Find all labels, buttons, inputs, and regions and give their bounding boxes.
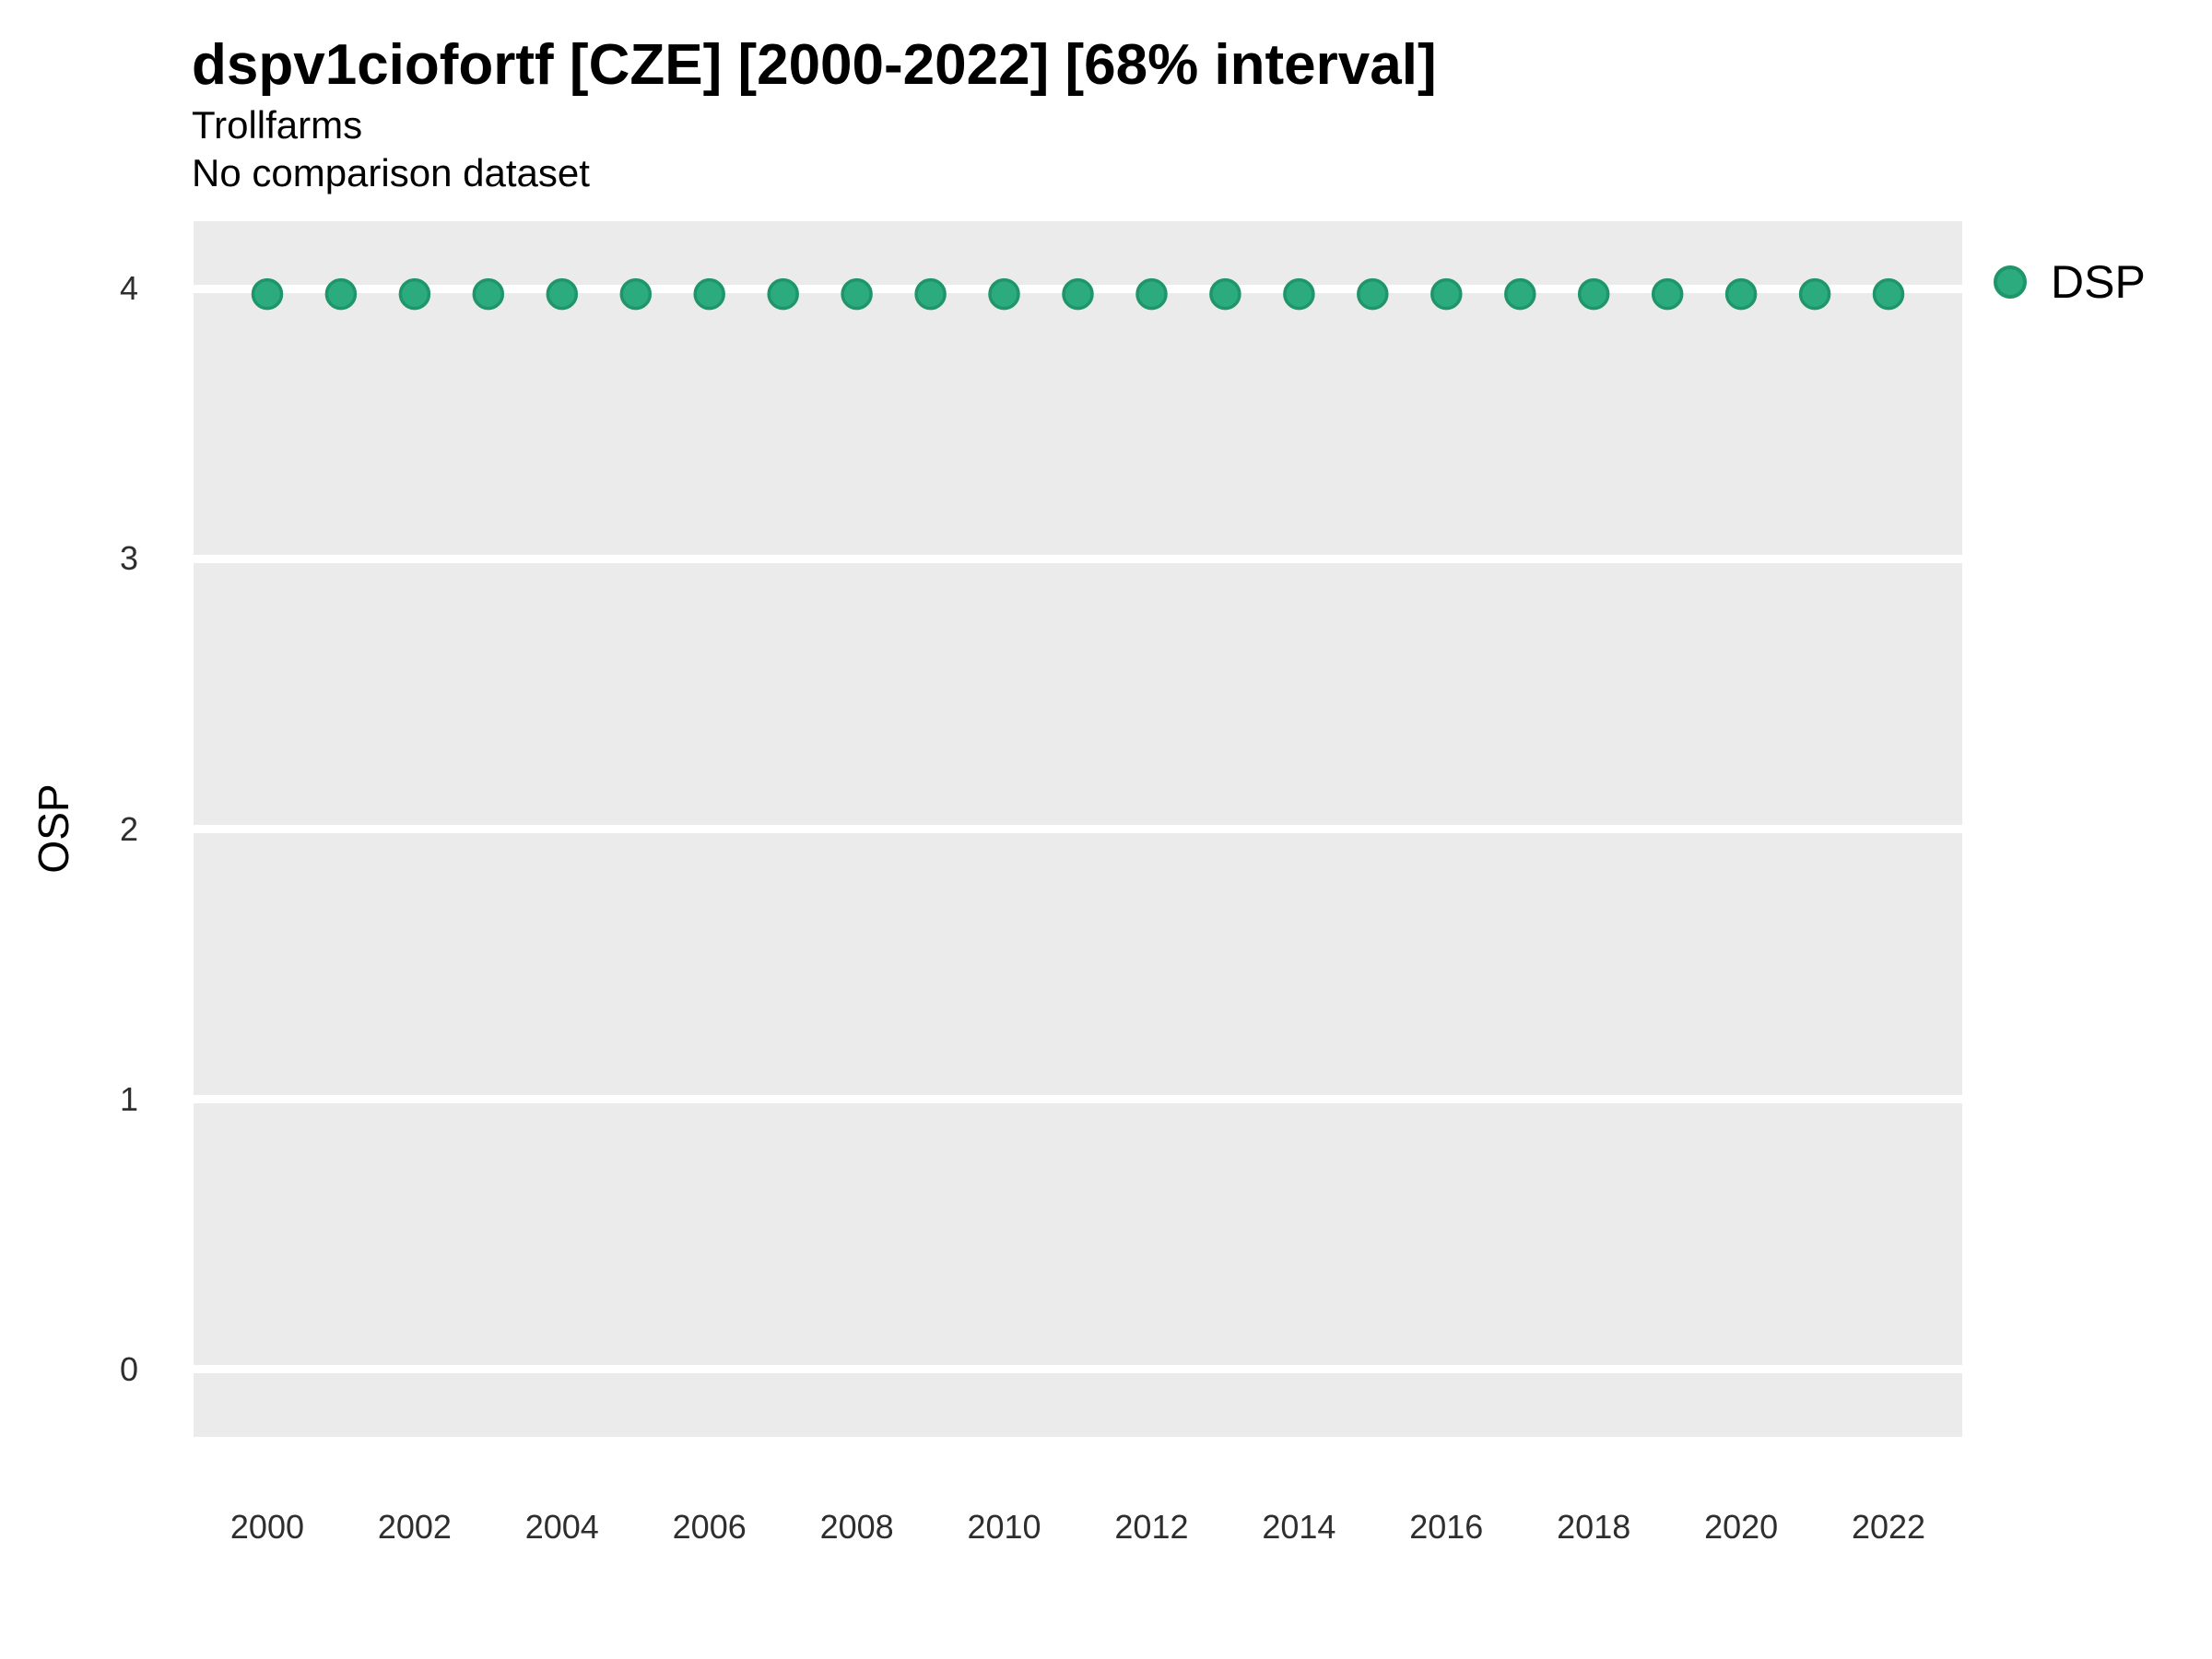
- legend-label: DSP: [2051, 256, 2146, 308]
- scatter-points-layer: [251, 277, 1905, 311]
- legend-item-dsp: DSP: [1994, 259, 2146, 305]
- legend: DSP: [1994, 259, 2146, 305]
- x-tick-label-2004: 2004: [524, 1508, 599, 1546]
- chart-comparison-note: No comparison dataset: [192, 151, 590, 194]
- data-point-DSP-2014: [1283, 277, 1315, 311]
- chart-subtitle: Trollfarms: [192, 103, 363, 147]
- data-point-DSP-2010: [988, 277, 1020, 311]
- data-point-DSP-2009: [914, 277, 947, 311]
- data-point-DSP-2008: [841, 277, 873, 311]
- data-point-DSP-2002: [398, 277, 431, 311]
- x-tick-label-2022: 2022: [1851, 1508, 1926, 1546]
- x-tick-label-2002: 2002: [377, 1508, 452, 1546]
- x-tick-label-2010: 2010: [967, 1508, 1041, 1546]
- data-point-DSP-2005: [619, 277, 653, 311]
- gridline-y-2: [194, 825, 1962, 833]
- gridline-y-0: [194, 1365, 1962, 1374]
- x-tick-label-2006: 2006: [672, 1508, 747, 1546]
- gridline-y-1: [194, 1095, 1962, 1104]
- x-tick-label-2008: 2008: [819, 1508, 894, 1546]
- data-point-DSP-2016: [1430, 277, 1463, 311]
- data-point-DSP-2018: [1577, 277, 1610, 311]
- data-point-DSP-2013: [1209, 277, 1241, 311]
- data-point-DSP-2015: [1357, 277, 1389, 311]
- y-tick-label-2: 2: [119, 809, 138, 848]
- data-point-DSP-2022: [1872, 277, 1905, 311]
- y-tick-label-0: 0: [119, 1349, 138, 1388]
- data-point-DSP-2011: [1062, 277, 1094, 311]
- data-point-DSP-2006: [693, 277, 725, 311]
- chart-title: dspv1ciofortf [CZE] [2000-2022] [68% int…: [192, 33, 1437, 97]
- x-tick-label-2012: 2012: [1114, 1508, 1189, 1546]
- data-point-DSP-2021: [1798, 277, 1831, 311]
- x-tick-label-2000: 2000: [229, 1508, 304, 1546]
- x-tick-label-2014: 2014: [1262, 1508, 1336, 1546]
- data-point-DSP-2003: [472, 277, 505, 311]
- x-tick-label-2018: 2018: [1557, 1508, 1631, 1546]
- data-point-DSP-2000: [251, 277, 284, 311]
- data-point-DSP-2020: [1724, 277, 1758, 311]
- data-point-DSP-2001: [324, 277, 358, 311]
- gridline-y-3: [194, 554, 1962, 563]
- x-tick-label-2020: 2020: [1704, 1508, 1779, 1546]
- y-tick-label-4: 4: [119, 269, 138, 308]
- data-point-DSP-2007: [767, 277, 799, 311]
- y-tick-label-1: 1: [119, 1079, 138, 1118]
- data-point-DSP-2012: [1135, 277, 1168, 311]
- data-point-DSP-2019: [1651, 277, 1684, 311]
- data-point-DSP-2004: [546, 277, 579, 311]
- legend-point-swatch: [1994, 265, 2027, 299]
- y-tick-label-3: 3: [119, 539, 138, 578]
- plot-panel: [194, 221, 1962, 1437]
- x-tick-label-2016: 2016: [1409, 1508, 1484, 1546]
- data-point-DSP-2017: [1504, 277, 1536, 311]
